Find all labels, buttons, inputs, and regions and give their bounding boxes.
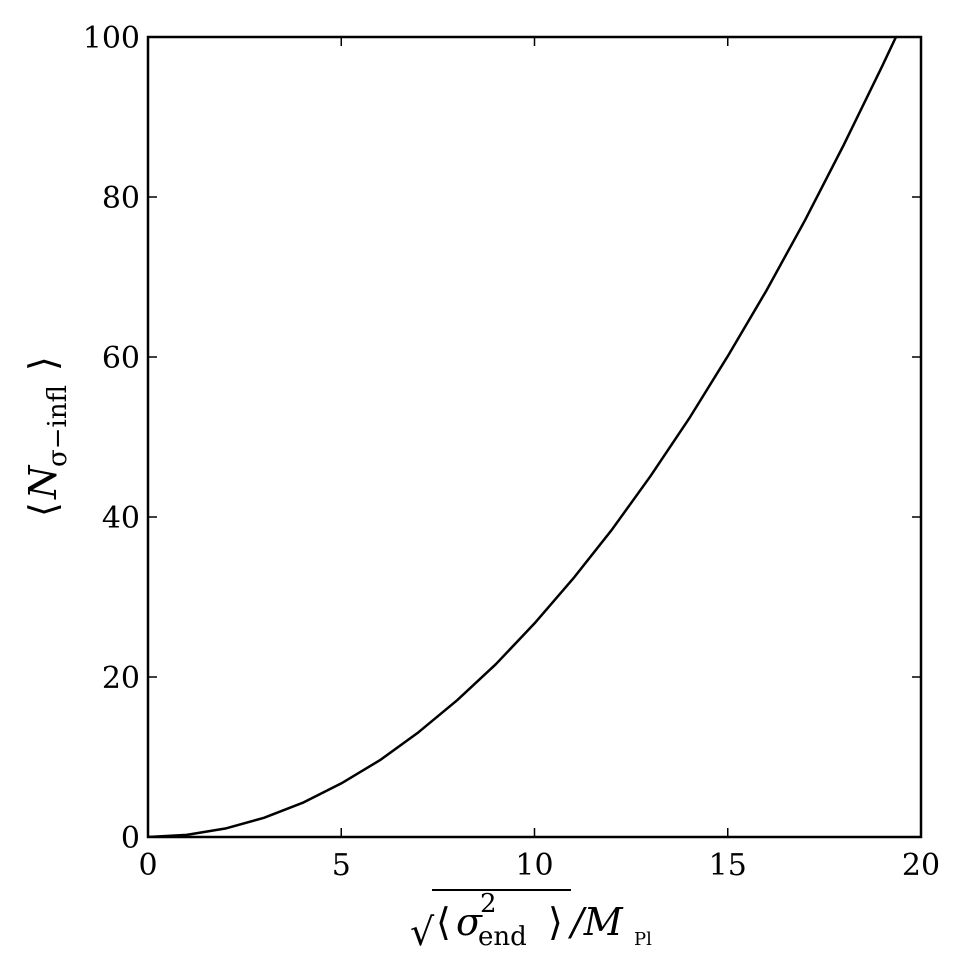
x-tick-label: 0 <box>138 848 157 883</box>
x-axis-label: √ ⟨ σ 2 end ⟩ /M Pl <box>410 889 652 954</box>
y-tick-label: 80 <box>102 181 140 216</box>
y-axis-label: ⟨ N σ−infl ⟩ <box>21 356 73 517</box>
x-tick-label: 15 <box>709 848 747 883</box>
y-tick-label: 20 <box>102 661 140 696</box>
y-label-n: N <box>21 464 65 500</box>
x-tick-label: 20 <box>902 848 940 883</box>
y-label-subscript: σ−infl <box>43 385 73 467</box>
x-label-m-subscript: Pl <box>634 929 652 950</box>
y-label-open-bracket: ⟨ <box>21 502 65 517</box>
x-label-open-bracket: ⟨ <box>436 900 451 944</box>
x-tick-label: 5 <box>332 848 351 883</box>
x-label-sqrt: √ <box>410 910 435 954</box>
plot-frame <box>146 35 923 839</box>
x-label-slash-m: /M <box>567 900 624 944</box>
series-line-0 <box>148 37 898 837</box>
x-tick-label: 10 <box>515 848 553 883</box>
y-label-close-bracket: ⟩ <box>21 356 65 371</box>
x-label-sigma: σ <box>456 900 483 944</box>
y-tick-label: 60 <box>102 341 140 376</box>
y-tick-label: 100 <box>83 21 140 56</box>
x-label-close-bracket: ⟩ <box>548 900 563 944</box>
series-layer <box>148 37 898 837</box>
tick-label-layer: 0 5 10 15 20 0 20 40 60 80 100 <box>83 21 940 883</box>
y-tick-label: 0 <box>121 821 140 856</box>
x-label-subscript: end <box>478 922 527 952</box>
x-label-superscript: 2 <box>480 889 497 919</box>
y-tick-label: 40 <box>102 501 140 536</box>
